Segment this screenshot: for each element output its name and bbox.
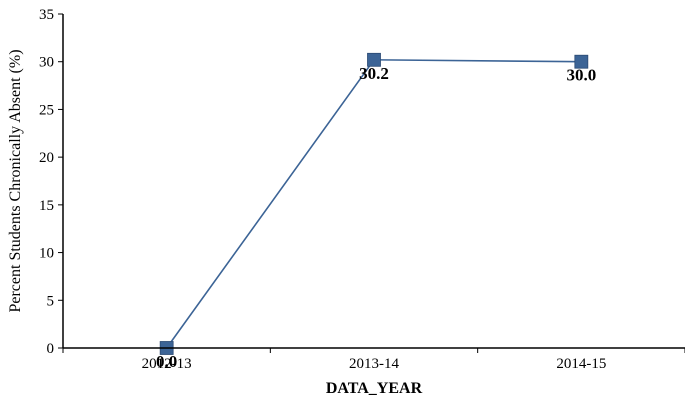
y-tick-label: 15 xyxy=(39,198,54,214)
data-label: 0.0 xyxy=(156,352,177,371)
x-tick-label: 2013-14 xyxy=(349,356,399,372)
data-label: 30.0 xyxy=(566,66,596,85)
y-tick-label: 20 xyxy=(39,150,54,166)
y-axis-title: Percent Students Chronically Absent (%) xyxy=(7,49,24,312)
x-tick-label: 2014-15 xyxy=(556,356,606,372)
y-axis-ticks: 0 5 10 15 20 25 30 35 xyxy=(39,7,63,357)
x-axis-title: DATA_YEAR xyxy=(326,380,423,397)
data-label: 30.2 xyxy=(359,64,389,83)
y-tick-label: 10 xyxy=(39,246,54,262)
x-axis-ticks: 2012-13 2013-14 2014-15 xyxy=(62,348,685,372)
y-tick-label: 35 xyxy=(39,7,54,23)
series-line xyxy=(166,59,582,349)
data-point-marker xyxy=(574,54,589,69)
x-tick-label: 2012-13 xyxy=(142,356,192,372)
y-tick-label: 30 xyxy=(39,55,54,71)
data-point-marker xyxy=(367,52,381,67)
y-tick-label: 0 xyxy=(47,341,55,357)
data-labels-layer: 0.0 30.2 30.0 xyxy=(156,64,596,371)
y-tick-label: 5 xyxy=(47,293,55,309)
series-layer xyxy=(159,52,589,355)
y-tick-label: 25 xyxy=(39,102,54,118)
